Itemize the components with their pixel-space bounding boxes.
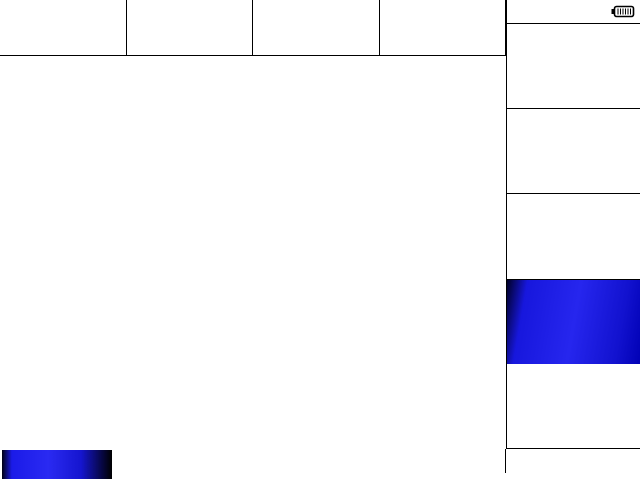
param-panel-reject[interactable] [507, 363, 640, 450]
battery-icon [611, 5, 635, 18]
measurement-cell-ers [380, 0, 506, 55]
menu-tab-probe[interactable] [112, 449, 240, 480]
param-panel-range[interactable] [507, 194, 640, 280]
ascan-display [0, 56, 506, 449]
ascan-plot [0, 56, 506, 449]
measurement-bar [0, 0, 506, 56]
menu-tab-zone[interactable] [240, 449, 368, 480]
menu-tab-main[interactable] [2, 450, 112, 479]
param-sidebar [506, 0, 640, 450]
measurement-cell-sa [253, 0, 380, 55]
measurement-cell-ya [0, 0, 127, 55]
measurement-cell-xa [127, 0, 253, 55]
menu-sidebar-divider [505, 449, 506, 473]
menu-tab-screen[interactable] [368, 449, 496, 480]
param-panel-delay[interactable] [507, 279, 640, 364]
menu-tab-measure[interactable] [496, 449, 624, 480]
param-panel-velocity[interactable] [507, 109, 640, 195]
param-panel-gain[interactable] [507, 24, 640, 110]
bottom-menu [0, 449, 640, 480]
sidebar-status-header [507, 0, 640, 24]
